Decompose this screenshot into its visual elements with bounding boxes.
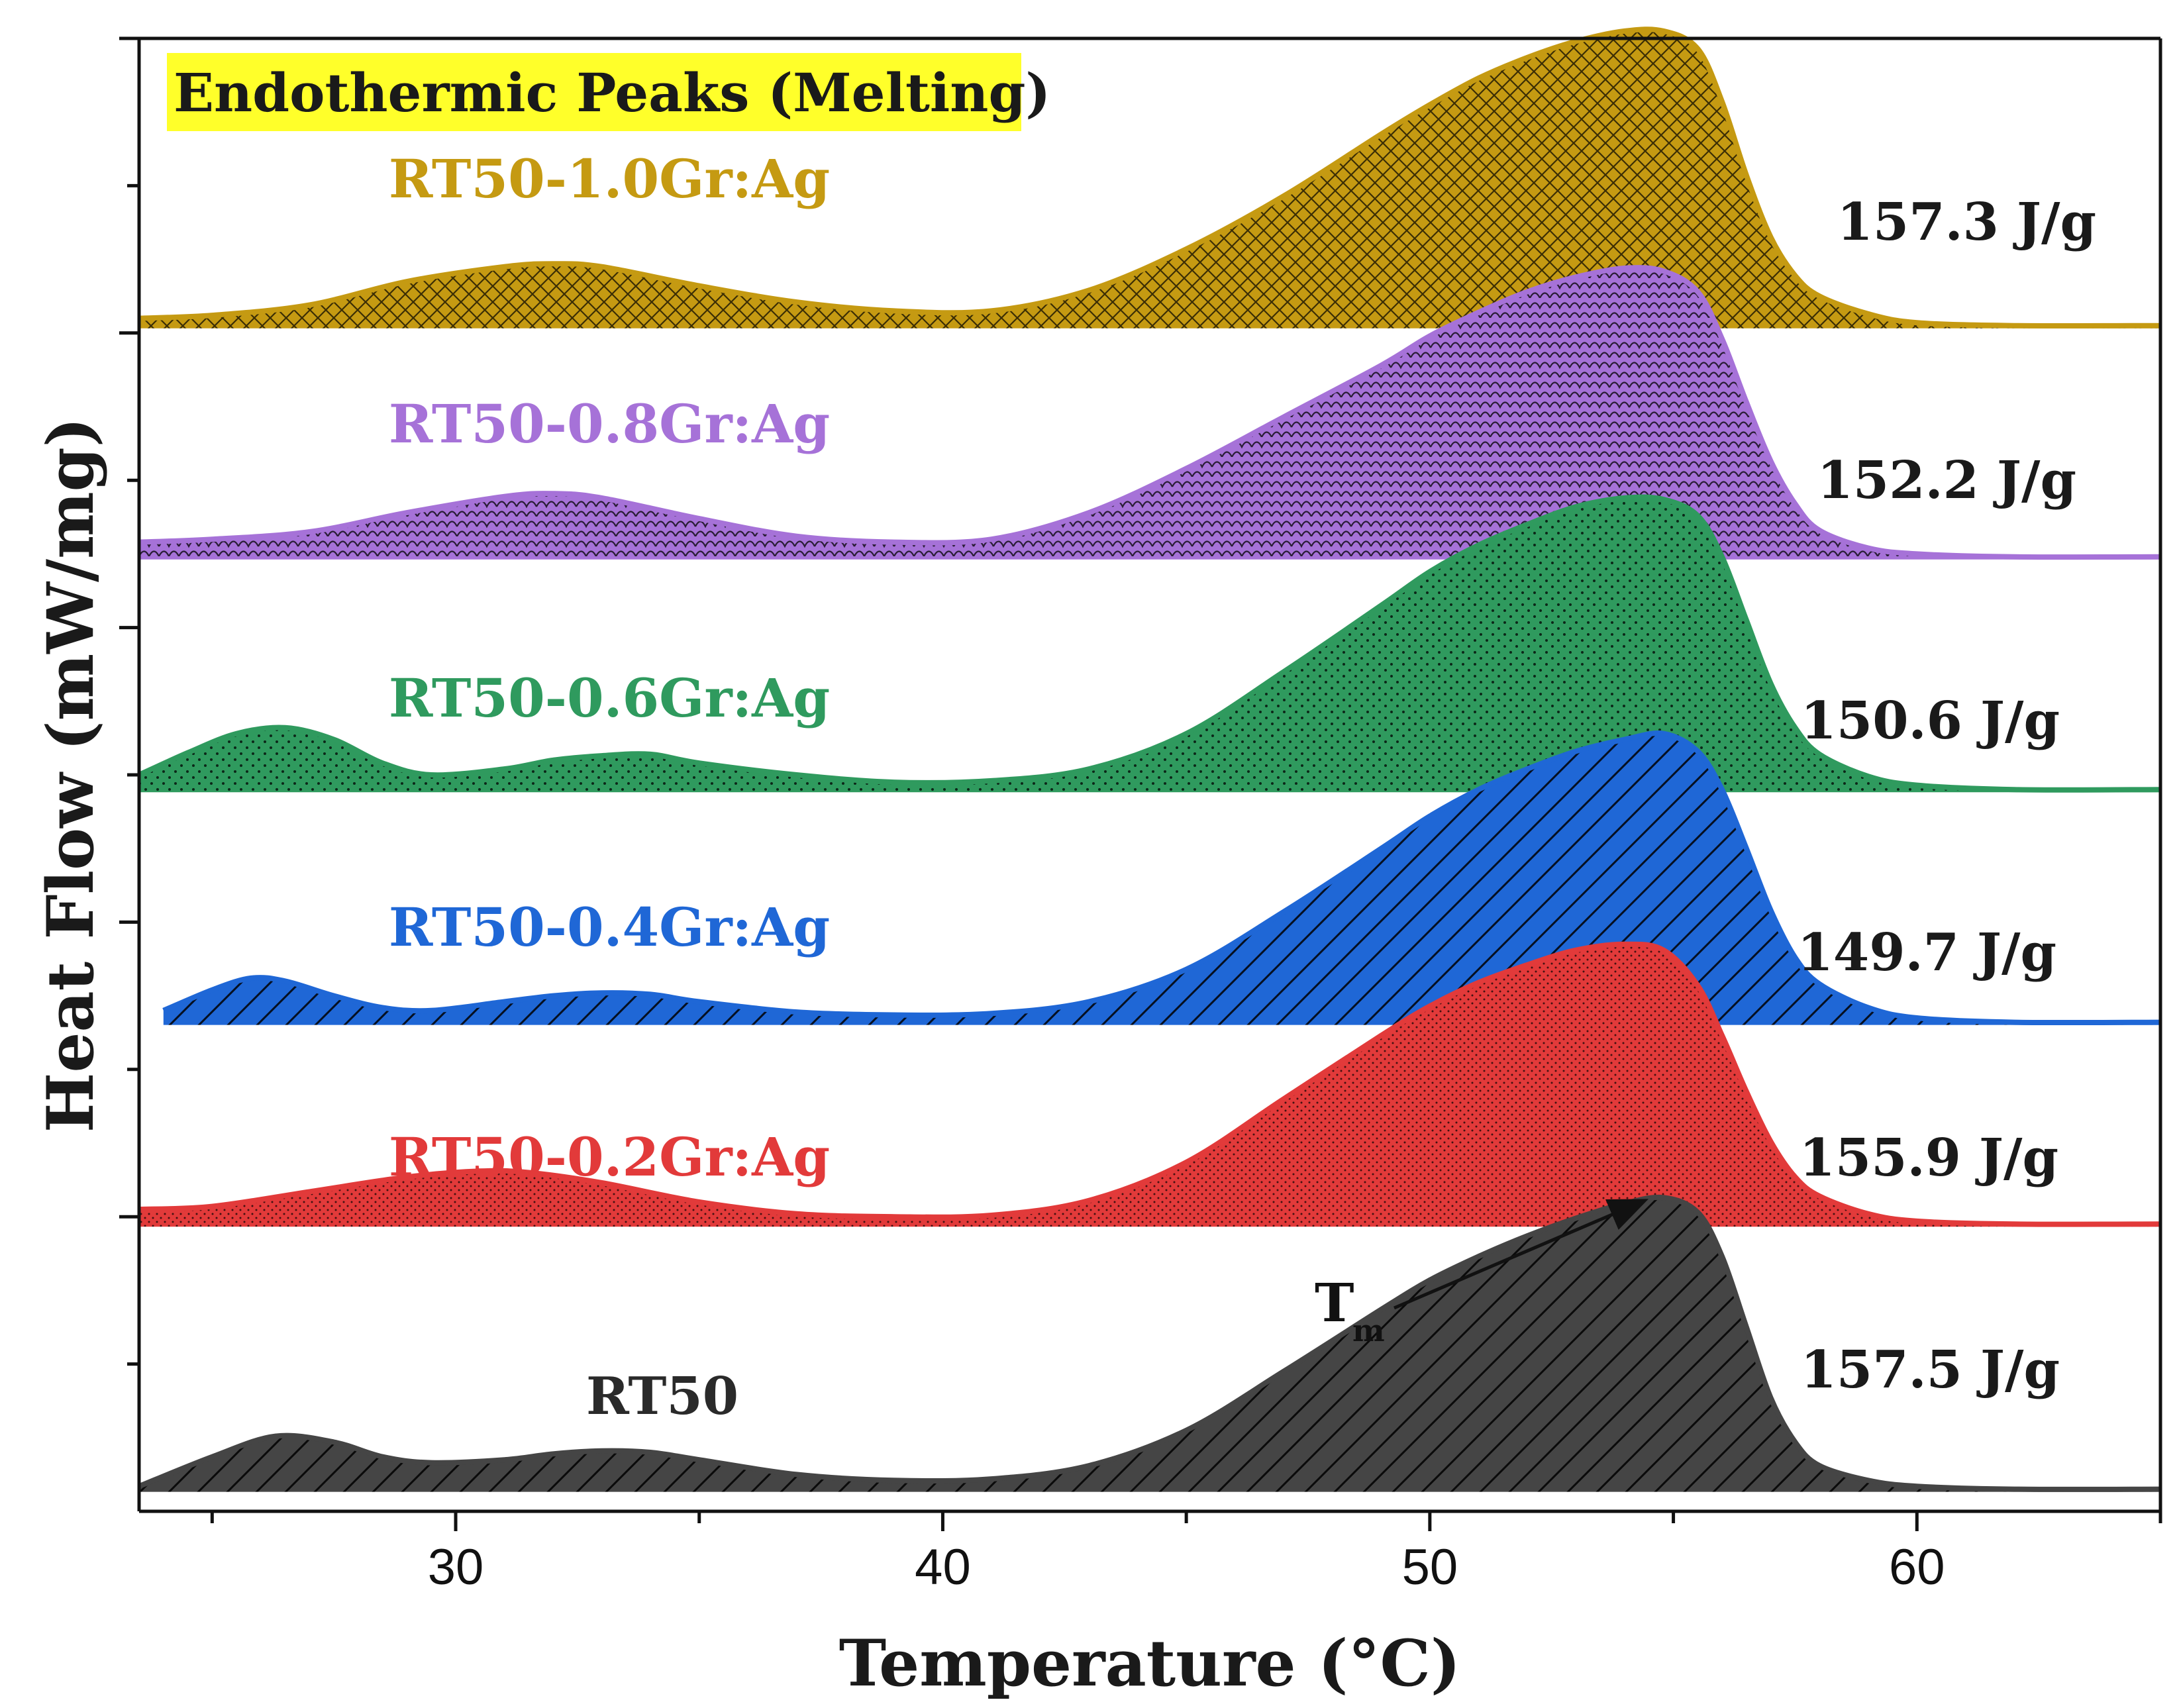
enthalpy-label-rt50-0-8gr-ag: 152.2 J/g: [1817, 450, 2076, 511]
series-area-rt50-0-2gr-ag: [139, 944, 2160, 1227]
y-axis-label: Heat Flow (mW/mg): [33, 417, 108, 1132]
series-line-rt50-1-0gr-ag: [138, 26, 2161, 329]
series-rt50-1-0gr-ag: [138, 26, 2161, 329]
x-tick-label: 30: [428, 1539, 484, 1595]
x-tick-label: 40: [915, 1539, 971, 1595]
series-area-rt50-0-6gr-ag: [139, 497, 2160, 793]
plot-frame: [137, 36, 2162, 1513]
series-name-rt50-0-4gr-ag: RT50-0.4Gr:Ag: [389, 896, 830, 958]
enthalpy-label-rt50-0-4gr-ag: 149.7 J/g: [1798, 923, 2056, 983]
series-line-rt50-0-4gr-ag: [162, 730, 2161, 1026]
x-tick-label: 50: [1402, 1539, 1458, 1595]
series-name-rt50-0-2gr-ag: RT50-0.2Gr:Ag: [389, 1126, 830, 1188]
enthalpy-label-rt50-0-6gr-ag: 150.6 J/g: [1801, 691, 2060, 751]
series-line-rt50-0-8gr-ag: [138, 265, 2161, 560]
enthalpy-label-rt50-1-0gr-ag: 157.3 J/g: [1837, 192, 2096, 252]
series-rt50-0-8gr-ag: [138, 265, 2161, 560]
enthalpy-label-rt50-0-2gr-ag: 155.9 J/g: [1799, 1128, 2058, 1188]
axis-ticks: 30 40 50 60: [119, 36, 2162, 1595]
series-line-rt50: [138, 1194, 2161, 1492]
series-name-rt50-0-6gr-ag: RT50-0.6Gr:Ag: [389, 667, 830, 729]
tm-label: T: [1315, 1272, 1354, 1334]
chart-title: Endothermic Peaks (Melting): [174, 62, 1050, 124]
series-name-rt50: RT50: [586, 1366, 738, 1427]
tm-annotation: Tm: [1315, 1199, 1648, 1348]
series-name-rt50-1-0gr-ag: RT50-1.0Gr:Ag: [389, 148, 830, 210]
x-tick-label: 60: [1889, 1539, 1945, 1595]
series-layer: [138, 26, 2161, 1492]
series-rt50-0-6gr-ag: [138, 494, 2161, 793]
x-axis-label: Temperature (°C): [839, 1626, 1461, 1701]
series-area-rt50: [139, 1197, 2160, 1492]
series-area-rt50-1-0gr-ag: [139, 29, 2160, 328]
series-rt50: [138, 1194, 2161, 1492]
series-line-rt50-0-6gr-ag: [138, 494, 2161, 793]
enthalpy-label-rt50: 157.5 J/g: [1801, 1340, 2060, 1400]
tm-arrow: [1394, 1199, 1648, 1310]
series-area-rt50-0-8gr-ag: [139, 268, 2160, 560]
tm-subscript: m: [1352, 1313, 1385, 1348]
labels: Endothermic Peaks (Melting) Temperature …: [33, 53, 2096, 1701]
series-line-rt50-0-2gr-ag: [138, 941, 2161, 1227]
series-rt50-0-2gr-ag: [138, 941, 2161, 1227]
title-highlight: [167, 53, 1021, 131]
series-name-rt50-0-8gr-ag: RT50-0.8Gr:Ag: [389, 393, 830, 455]
